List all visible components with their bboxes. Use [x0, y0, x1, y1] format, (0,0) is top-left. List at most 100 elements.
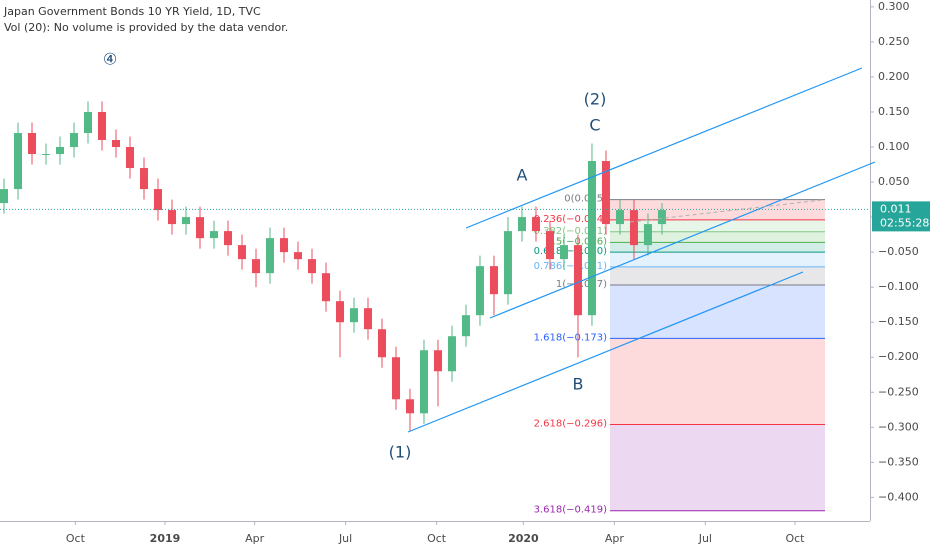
- x-tick-label: Jul: [698, 532, 712, 545]
- y-tick-label: 0.300: [878, 0, 910, 13]
- channel-middle: [489, 161, 876, 319]
- fib-label: 3.618(−0.419): [534, 505, 608, 516]
- x-tick-label: Apr: [605, 532, 625, 545]
- candle-body: [475, 266, 484, 316]
- x-tick-label: Oct: [66, 532, 86, 545]
- candle-body: [70, 133, 79, 148]
- last-price-label: 0.011: [880, 202, 912, 215]
- candle-body: [167, 210, 176, 225]
- countdown: 02:55:28: [880, 216, 929, 229]
- candle-body: [391, 357, 400, 400]
- candle-body: [14, 133, 23, 190]
- candle-body: [181, 217, 190, 225]
- fib-label: 0.236(−0.004): [534, 214, 608, 225]
- candle-body: [517, 217, 526, 232]
- y-tick-label: 0.250: [878, 35, 910, 48]
- candle-body: [629, 210, 638, 246]
- wave-label: C: [589, 116, 600, 135]
- candle-body: [433, 350, 442, 372]
- chart-subtitle: Vol (20): No volume is provided by the d…: [4, 21, 288, 34]
- candle-body: [573, 245, 582, 316]
- candle-body: [223, 231, 232, 246]
- wave-label: A: [517, 166, 528, 185]
- candle-body: [531, 217, 540, 232]
- x-tick-label: 2019: [150, 532, 181, 545]
- candle-body: [461, 315, 470, 337]
- candle-body: [293, 252, 302, 260]
- price-axis-bg: [870, 0, 932, 550]
- candle-body: [587, 161, 596, 316]
- candle-body: [615, 210, 624, 225]
- last-price-tag: [872, 201, 930, 232]
- candle-body: [377, 329, 386, 358]
- wave-label: (1): [389, 443, 412, 462]
- candle-body: [363, 308, 372, 330]
- fib-label: 1.618(−0.173): [534, 332, 608, 343]
- fib-label: 0.786(−0.071): [534, 261, 608, 272]
- fib-zone: [610, 242, 825, 253]
- candle-body: [405, 399, 414, 414]
- candle-body: [209, 231, 218, 239]
- fib-label: 0(0.025): [564, 194, 607, 205]
- candle-body: [601, 161, 610, 225]
- candle-body: [643, 224, 652, 246]
- candle-body: [251, 259, 260, 274]
- x-tick-label: 2020: [508, 532, 539, 545]
- y-tick-label: −0.300: [878, 420, 919, 433]
- wave-label: ④: [103, 50, 117, 69]
- y-tick-label: −0.250: [878, 385, 919, 398]
- x-tick-label: Oct: [785, 532, 805, 545]
- fib-label: 0.618(−0.050): [534, 246, 608, 257]
- fib-zone: [610, 252, 825, 267]
- fib-label: 0.5(−0.036): [546, 236, 607, 247]
- y-tick-label: −0.100: [878, 280, 919, 293]
- candle-body: [307, 259, 316, 274]
- candle-body: [489, 266, 498, 295]
- candle-body: [237, 245, 246, 260]
- candle-body: [125, 147, 134, 169]
- candle-body: [279, 238, 288, 253]
- candles: [0, 101, 666, 431]
- candle-body: [28, 133, 37, 155]
- x-tick-label: Jul: [338, 532, 352, 545]
- candle-body: [111, 140, 120, 148]
- channel-lower: [407, 271, 804, 433]
- y-tick-label: −0.350: [878, 455, 919, 468]
- y-tick-label: −0.050: [878, 245, 919, 258]
- candle-body: [0, 189, 9, 204]
- candle-body: [97, 111, 106, 141]
- candle-body: [335, 301, 344, 323]
- candle-body: [83, 111, 92, 134]
- x-tick-label: Apr: [245, 532, 265, 545]
- projection-line: [629, 199, 823, 223]
- candle-body: [447, 336, 456, 372]
- wave-label: (2): [584, 90, 607, 109]
- fib-label: 2.618(−0.296): [534, 419, 608, 430]
- y-tick-label: 0.150: [878, 105, 910, 118]
- candle-body: [195, 217, 204, 239]
- x-tick-label: Oct: [427, 532, 447, 545]
- candle-body: [139, 168, 148, 190]
- y-tick-label: −0.200: [878, 350, 919, 363]
- y-tick-label: −0.400: [878, 490, 919, 503]
- candle-body: [545, 231, 554, 260]
- y-tick-label: 0.100: [878, 140, 910, 153]
- channel-upper: [465, 67, 863, 229]
- fib-zone: [610, 285, 825, 339]
- candle-body: [56, 147, 65, 155]
- fib-zone: [610, 266, 825, 286]
- y-tick-label: −0.150: [878, 315, 919, 328]
- candle-body: [265, 238, 274, 274]
- y-tick-label: 0.050: [878, 175, 910, 188]
- candle-body: [657, 210, 666, 225]
- wave-label: B: [573, 375, 584, 394]
- candle-body: [503, 231, 512, 295]
- chart-title: Japan Government Bonds 10 YR Yield, 1D, …: [3, 5, 261, 18]
- fib-zone: [610, 231, 825, 243]
- candle-body: [321, 273, 330, 302]
- fib-label: 0.382(−0.021): [534, 226, 608, 237]
- candle-body: [42, 154, 51, 156]
- fib-zone: [610, 338, 825, 425]
